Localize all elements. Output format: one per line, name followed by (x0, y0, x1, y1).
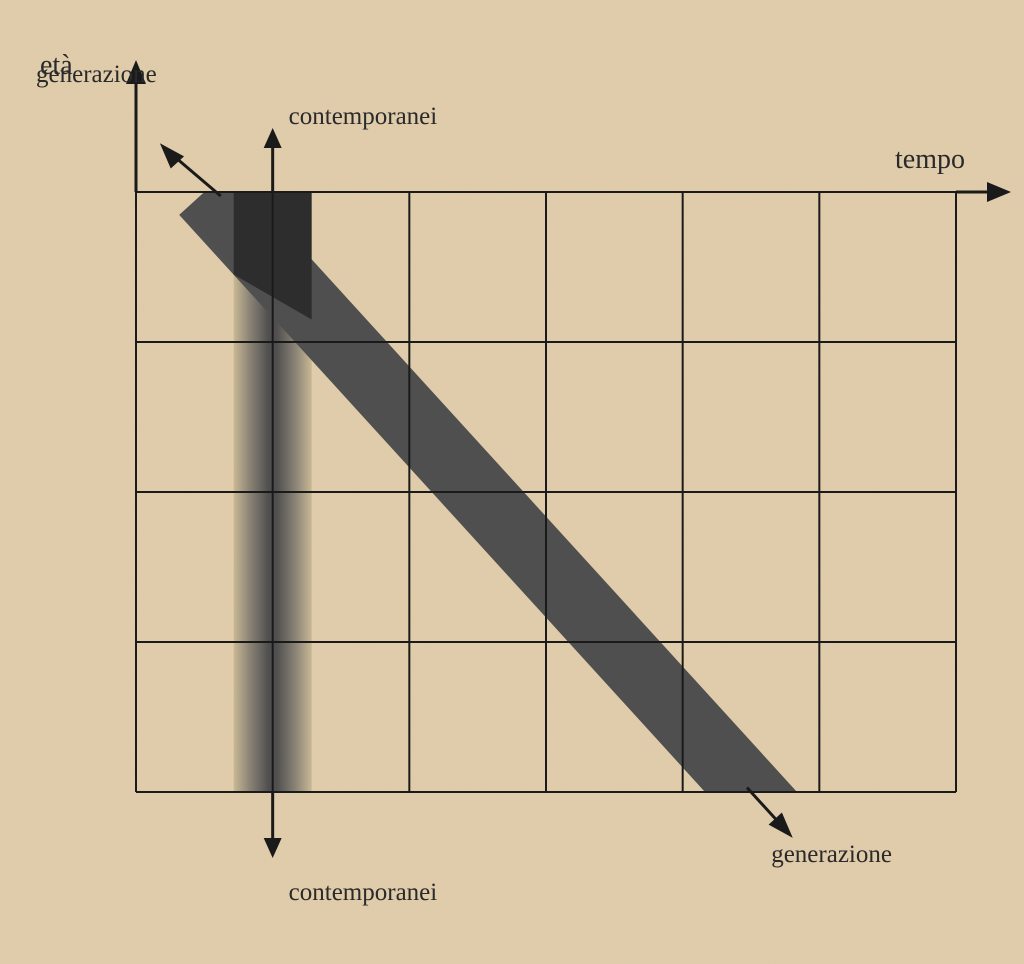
diagram-page: etàtempogenerazionegenerazionecontempora… (0, 0, 1024, 964)
contemporaries-label-top: contemporanei (289, 103, 438, 130)
diagram-svg: etàtempogenerazionegenerazionecontempora… (0, 0, 1024, 964)
generation-label-bottom: generazione (771, 841, 892, 868)
contemporaries-label-bottom: contemporanei (289, 879, 438, 906)
generation-label-top: generazione (36, 61, 157, 88)
axis-label-tempo: tempo (895, 144, 965, 175)
